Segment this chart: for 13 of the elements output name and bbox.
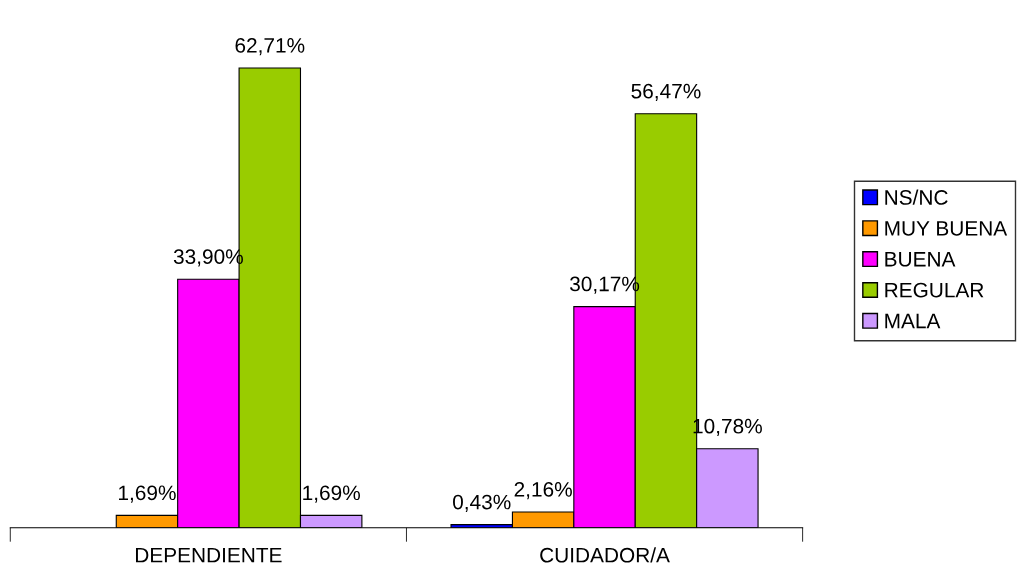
data-label: 62,71% xyxy=(235,38,305,56)
legend-label: BUENA xyxy=(885,252,956,267)
legend-label: NS/NC xyxy=(885,189,948,205)
x-tick-label: CUIDADOR/A xyxy=(540,547,670,563)
data-label: 0,43% xyxy=(453,494,511,512)
data-label: 56,47% xyxy=(631,83,701,101)
data-label: 1,69% xyxy=(119,485,176,503)
data-label: 1,69% xyxy=(303,485,360,503)
x-tick-label: DEPENDIENTE xyxy=(135,548,282,563)
data-label: 2,16% xyxy=(514,481,572,500)
legend-label: MALA xyxy=(885,313,941,329)
legend-label: MUY BUENA xyxy=(885,221,1008,236)
legend-label: REGULAR xyxy=(885,282,984,298)
